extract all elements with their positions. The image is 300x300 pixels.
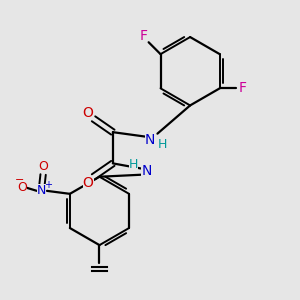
Text: −: − <box>15 175 24 184</box>
Text: N: N <box>141 164 152 178</box>
Text: N: N <box>145 133 155 147</box>
Text: F: F <box>139 29 147 43</box>
Text: N: N <box>37 184 46 197</box>
Text: H: H <box>158 138 167 152</box>
Text: O: O <box>17 182 27 194</box>
Text: H: H <box>129 158 138 171</box>
Text: O: O <box>38 160 48 173</box>
Text: +: + <box>44 180 52 190</box>
Text: O: O <box>83 176 94 190</box>
Text: O: O <box>83 106 94 120</box>
Text: F: F <box>238 81 247 95</box>
